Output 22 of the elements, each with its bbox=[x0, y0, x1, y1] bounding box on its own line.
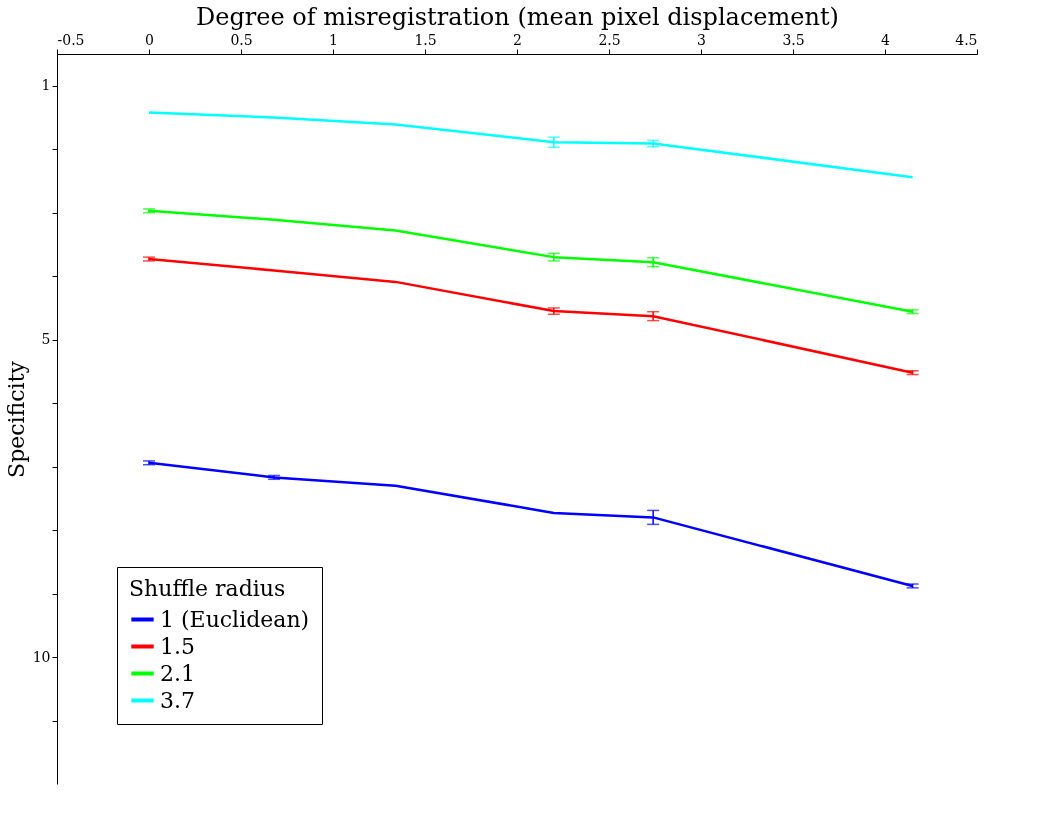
x-tick-label: 3 bbox=[697, 31, 706, 48]
x-tick-label: 2.5 bbox=[598, 31, 621, 48]
y-tick-label: 1 bbox=[41, 77, 51, 94]
x-tick-label: 1 bbox=[329, 31, 338, 48]
y-tick-label: 10 bbox=[32, 648, 51, 665]
x-tick-label: 3.5 bbox=[782, 31, 805, 48]
x-tick-label: 1.5 bbox=[414, 31, 437, 48]
legend-label: 1.5 bbox=[160, 633, 195, 659]
legend-label: 3.7 bbox=[160, 687, 195, 713]
legend-label: 2.1 bbox=[160, 660, 195, 686]
legend-title: Shuffle radius bbox=[129, 576, 286, 601]
y-tick-label: 5 bbox=[41, 331, 51, 348]
x-tick-label: 2 bbox=[513, 31, 522, 48]
line-series bbox=[147, 111, 914, 179]
y-axis-title: Specificity bbox=[3, 360, 29, 478]
x-axis-title: Degree of misregistration (mean pixel displacement) bbox=[196, 2, 839, 31]
x-tick-label: 4 bbox=[881, 31, 891, 48]
x-tick-label: -0.5 bbox=[57, 31, 85, 48]
x-tick-label: 4.5 bbox=[955, 31, 978, 48]
x-tick-label: 0 bbox=[145, 31, 154, 48]
x-tick-label: 0.5 bbox=[230, 31, 253, 48]
legend-label: 1 (Euclidean) bbox=[160, 606, 310, 632]
